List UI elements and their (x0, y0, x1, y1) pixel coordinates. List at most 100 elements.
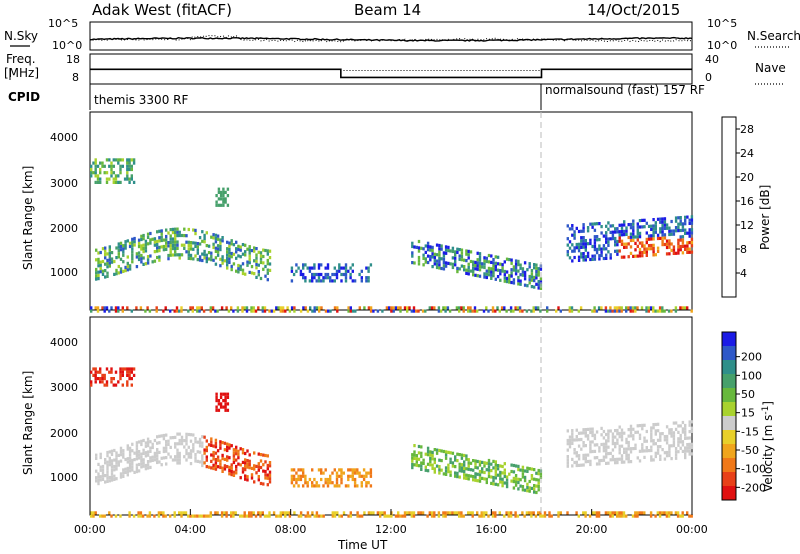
power-cell (625, 245, 628, 249)
velocity-cell (533, 484, 536, 488)
power-cell (605, 237, 608, 241)
power-cell (222, 200, 225, 204)
power-cell (593, 244, 597, 248)
power-cell (104, 269, 107, 273)
power-cell (533, 263, 536, 267)
power-cell (526, 268, 529, 272)
power-cell (126, 158, 129, 162)
velocity-cell (399, 514, 402, 518)
power-cell (121, 164, 124, 168)
power-cell (647, 306, 650, 310)
velocity-cell (257, 475, 260, 479)
power-cell (112, 180, 115, 184)
velocity-cell (605, 445, 608, 449)
velocity-cell (609, 458, 612, 462)
velocity-cell (627, 460, 630, 464)
power-cell (317, 263, 321, 267)
velocity-cell (447, 470, 450, 474)
velocity-cell (196, 450, 199, 454)
velocity-cell (623, 450, 626, 454)
velocity-cell (246, 449, 249, 453)
power-cell (220, 306, 224, 310)
power-cell (688, 241, 691, 245)
power-cell (661, 230, 664, 234)
power-cell (311, 309, 314, 313)
velocity-cell (620, 454, 624, 458)
power-cell (189, 244, 193, 248)
velocity-cell (487, 514, 490, 518)
velocity-cell (410, 511, 413, 515)
velocity-cell (490, 481, 493, 485)
power-cell (212, 242, 215, 246)
velocity-cell (106, 454, 109, 458)
velocity-cell (458, 511, 461, 515)
power-cell (268, 268, 272, 272)
power-cell (104, 246, 107, 250)
velocity-cell (99, 452, 102, 456)
power-cell (244, 253, 247, 257)
power-cell (499, 278, 502, 282)
velocity-cell (413, 450, 416, 454)
velocity-cell (659, 432, 662, 436)
velocity-cell (252, 511, 255, 515)
power-cell (514, 306, 517, 310)
power-cell (175, 306, 179, 310)
velocity-cell (264, 460, 267, 464)
velocity-cell (115, 457, 118, 461)
velocity-cell (182, 511, 185, 515)
velocity-cell (454, 471, 457, 475)
power-cell (632, 229, 635, 233)
power-cell (110, 251, 114, 255)
velocity-cell (652, 423, 655, 427)
velocity-cell (146, 450, 150, 454)
velocity-cell (618, 448, 621, 452)
power-cell (119, 257, 123, 261)
power-cell (169, 240, 172, 244)
power-cell (462, 309, 465, 313)
velocity-cell (205, 445, 208, 449)
power-cell (255, 256, 258, 260)
velocity-cell (162, 511, 165, 515)
velocity-cell (144, 441, 148, 445)
velocity-cell (156, 460, 159, 465)
power-cell (315, 279, 318, 283)
velocity-cell (591, 511, 594, 515)
power-cell (277, 306, 280, 310)
power-cell (156, 239, 159, 243)
velocity-cell (183, 439, 186, 443)
velocity-cell (219, 405, 223, 409)
power-cell (219, 190, 223, 194)
cpid-program-1: themis 3300 RF (94, 93, 188, 107)
power-cell (533, 285, 536, 289)
power-cell (119, 158, 122, 162)
velocity-cell (659, 454, 662, 458)
velocity-cell (469, 461, 473, 465)
velocity-cell (487, 462, 491, 466)
power-cell (600, 231, 603, 235)
velocity-cell (593, 443, 597, 447)
power-cell (510, 268, 513, 272)
velocity-cell (483, 477, 486, 481)
power-cell (115, 256, 118, 260)
velocity-cell (519, 468, 522, 472)
velocity-cell (681, 430, 685, 434)
power-cell (248, 261, 251, 265)
velocity-cell (431, 457, 434, 461)
velocity-cell (483, 464, 486, 468)
power-cell (609, 253, 612, 257)
power-cell (652, 227, 655, 231)
power-cell (629, 235, 633, 239)
velocity-cell (627, 440, 630, 445)
power-cell (104, 262, 107, 266)
power-cell (611, 224, 615, 228)
velocity-cell (144, 467, 148, 471)
power-cell (494, 268, 497, 272)
power-cell (492, 264, 495, 268)
power-cell (641, 254, 644, 258)
velocity-cell (650, 436, 653, 440)
power-cell (454, 256, 457, 260)
velocity-cell (505, 511, 508, 515)
power-cell (142, 262, 145, 266)
velocity-cell (110, 452, 114, 456)
velocity-cell (501, 471, 504, 475)
